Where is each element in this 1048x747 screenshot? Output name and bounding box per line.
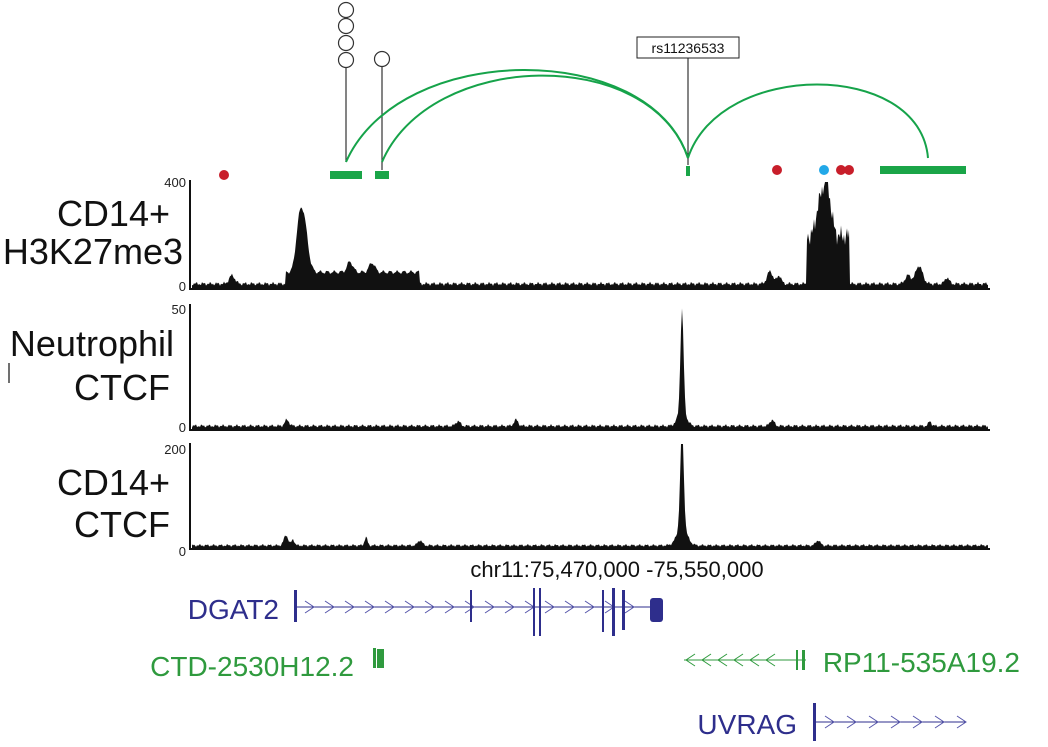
track-1-label-line-1: CD14+ [57, 193, 170, 234]
variant-dot-2 [772, 165, 782, 175]
track-2-signal [192, 308, 988, 429]
strand-arrow [846, 715, 857, 729]
track-2-label-line-2: CTCF [74, 367, 170, 408]
track-3-scale-max: 200 [164, 442, 186, 457]
region-label: chr11:75,470,000 -75,550,000 [470, 557, 763, 582]
strand-arrow [564, 600, 575, 614]
track-3-label-line-2: CTCF [74, 504, 170, 545]
strand-arrow [868, 715, 879, 729]
track-1-scale-max: 400 [164, 175, 186, 190]
gene-ctd-2530h12-2-label: CTD-2530H12.2 [150, 651, 354, 682]
loop-arc-2 [381, 74, 689, 163]
track-1-signal [192, 182, 988, 288]
track-3-label-line-1: CD14+ [57, 462, 170, 503]
loop-anchor-2 [375, 171, 389, 179]
loop-anchors [330, 166, 966, 179]
variant-dots [219, 165, 854, 180]
strand-arrow [934, 715, 945, 729]
track-1-label-line-2: H3K27me3 [3, 231, 183, 272]
gene-rp11-535a19-2-label: RP11-535A19.2 [823, 647, 1020, 678]
variant-dot-3 [819, 165, 829, 175]
track-2-scale-min: 0 [179, 420, 186, 435]
gene-dgat2-label: DGAT2 [188, 594, 279, 625]
strand-arrow [824, 715, 835, 729]
strand-arrow [765, 653, 776, 667]
strand-arrow [344, 600, 355, 614]
snp-marker: rs11236533 [636, 36, 740, 165]
strand-arrow [484, 600, 495, 614]
strand-arrow [384, 600, 395, 614]
strand-arrow [464, 600, 475, 614]
gene-uvrag: UVRAG [697, 703, 967, 741]
strand-arrow [504, 600, 515, 614]
strand-arrow [624, 600, 635, 614]
strand-arrow [584, 600, 595, 614]
strand-arrow [544, 600, 555, 614]
track-2-label-line-1: Neutrophil [10, 323, 174, 364]
loop-anchor-3 [686, 166, 690, 176]
gene-uvrag-label: UVRAG [697, 709, 797, 740]
strand-arrow [890, 715, 901, 729]
chromatin-loops [345, 69, 929, 163]
track-cd14-ctcf: CD14+ CTCF 200 0 [57, 442, 990, 559]
strand-arrow [717, 653, 728, 667]
variant-dot-4 [836, 165, 846, 175]
lollipop-group-2 [373, 50, 391, 170]
gene-rp11-535a19-2: RP11-535A19.2 [684, 647, 1020, 678]
track-3-scale-min: 0 [179, 544, 186, 559]
strand-arrow [424, 600, 435, 614]
loop-arc-1 [345, 69, 689, 163]
strand-arrow [304, 600, 315, 614]
loop-anchor-4 [880, 166, 966, 174]
loop-arc-3 [687, 83, 929, 159]
loop-anchor-1 [330, 171, 362, 179]
gene-ctd-2530h12-2: CTD-2530H12.2 [150, 648, 384, 682]
strand-arrow [733, 653, 744, 667]
strand-arrow [912, 715, 923, 729]
strand-arrow [404, 600, 415, 614]
strand-arrow [749, 653, 760, 667]
track-2-scale-max: 50 [172, 302, 186, 317]
lollipop-group-1 [337, 1, 355, 162]
track-h3k27me3: CD14+ H3K27me3 400 0 [3, 175, 990, 294]
variant-dot-1 [219, 170, 229, 180]
track-1-scale-min: 0 [179, 279, 186, 294]
strand-arrow [701, 653, 712, 667]
strand-arrow [685, 653, 696, 667]
strand-arrow [956, 715, 967, 729]
strand-arrow [364, 600, 375, 614]
gene-dgat2: DGAT2 [188, 588, 663, 636]
track-neutrophil-ctcf: Neutrophil CTCF 50 0 [8, 302, 990, 435]
strand-arrow [324, 600, 335, 614]
strand-arrow [444, 600, 455, 614]
variant-dot-5 [844, 165, 854, 175]
snp-label: rs11236533 [652, 40, 725, 56]
track-3-signal [192, 444, 988, 548]
